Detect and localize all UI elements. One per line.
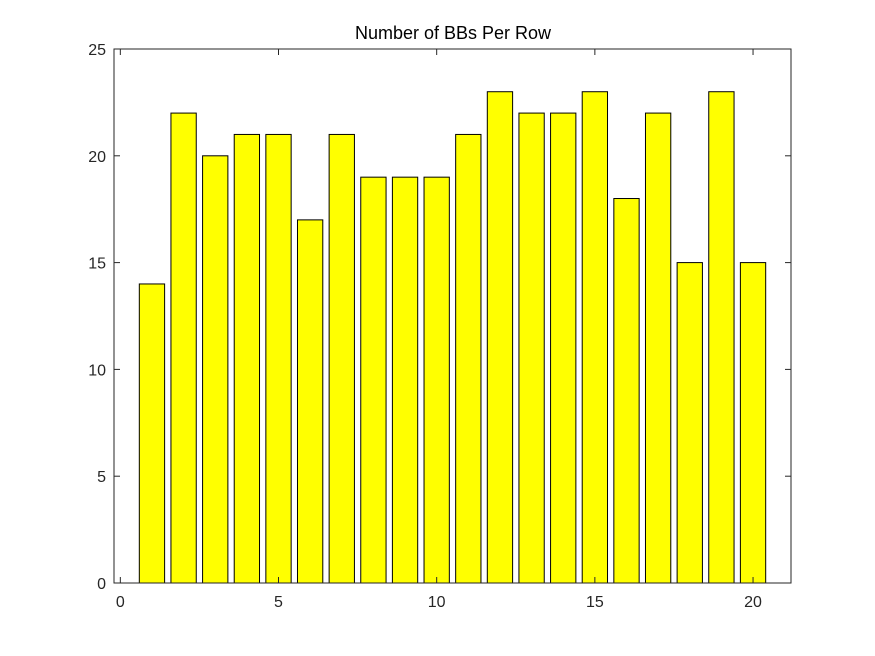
bar-11 bbox=[455, 133, 482, 584]
bar-3 bbox=[202, 155, 229, 584]
bar-8 bbox=[360, 176, 387, 584]
bar-14 bbox=[550, 112, 577, 584]
ticks-group bbox=[114, 48, 791, 584]
bar-1 bbox=[138, 283, 166, 584]
y-tick-label-5: 5 bbox=[97, 469, 106, 486]
chart-title: Number of BBs Per Row bbox=[355, 23, 552, 43]
bar-16 bbox=[613, 198, 640, 584]
x-tick-label-5: 5 bbox=[274, 594, 283, 611]
bar-10 bbox=[423, 176, 450, 584]
bar-5 bbox=[265, 133, 292, 584]
y-tick-label-25: 25 bbox=[88, 42, 106, 59]
bar-19 bbox=[708, 91, 735, 584]
bar-4 bbox=[233, 133, 261, 584]
x-tick-label-15: 15 bbox=[586, 594, 604, 611]
bar-7 bbox=[328, 133, 355, 584]
y-tick-label-20: 20 bbox=[88, 149, 106, 166]
bar-18 bbox=[676, 262, 703, 584]
x-tick-label-0: 0 bbox=[116, 594, 125, 611]
bar-13 bbox=[518, 112, 545, 584]
y-tick-label-10: 10 bbox=[88, 362, 106, 379]
bar-2 bbox=[170, 112, 197, 584]
bars-group bbox=[138, 91, 767, 584]
bar-9 bbox=[391, 176, 419, 584]
bar-20 bbox=[739, 262, 767, 584]
bar-17 bbox=[644, 112, 672, 584]
bar-15 bbox=[581, 91, 609, 584]
bar-6 bbox=[296, 219, 324, 584]
bar-12 bbox=[486, 91, 514, 584]
axes-box bbox=[113, 48, 792, 584]
x-tick-label-10: 10 bbox=[428, 594, 446, 611]
tick-labels-group: 0 5 10 15 20 0 5 10 15 20 25 bbox=[88, 42, 762, 611]
y-tick-label-0: 0 bbox=[97, 576, 106, 593]
x-tick-label-20: 20 bbox=[744, 594, 762, 611]
y-tick-label-15: 15 bbox=[88, 256, 106, 273]
